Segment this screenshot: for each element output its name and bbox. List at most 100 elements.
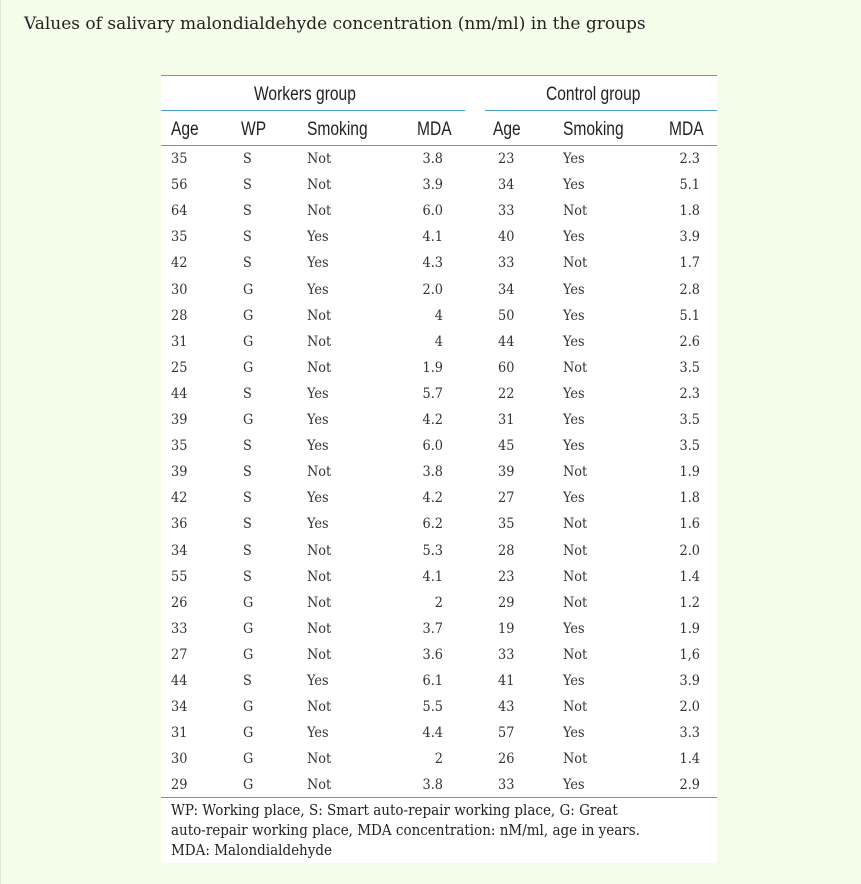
cell-workers-smoking: Yes (307, 490, 329, 507)
cell-workers-age: 42 (171, 255, 188, 272)
cell-workers-smoking: Not (307, 568, 332, 585)
cell-workers-wp: S (243, 385, 252, 402)
cell-workers-smoking: Not (307, 594, 332, 611)
cell-control-smoking: Not (563, 359, 588, 376)
cell-workers-smoking: Not (307, 464, 332, 481)
cell-workers-wp: S (243, 542, 252, 559)
cell-workers-age: 44 (171, 673, 188, 689)
cell-control-mda: 1.2 (679, 594, 700, 611)
control-smoking-header: Smoking (563, 119, 624, 140)
table-row: 35 S Yes 6.0 45 Yes 3.5 (161, 438, 717, 464)
cell-workers-mda: 2 (434, 594, 443, 611)
workers-smoking-header: Smoking (307, 119, 368, 140)
cell-workers-age: 36 (171, 516, 188, 533)
cell-workers-wp: G (243, 594, 254, 611)
cell-workers-wp: G (243, 620, 254, 637)
cell-control-age: 34 (498, 281, 515, 298)
cell-workers-smoking: Not (307, 542, 332, 559)
cell-workers-smoking: Yes (307, 412, 329, 428)
table-row: 26 G Not 2 29 Not 1.2 (161, 595, 717, 621)
bottom-rule (161, 797, 717, 798)
table-row: 34 G Not 5.5 43 Not 2.0 (161, 699, 717, 725)
cell-control-age: 22 (498, 385, 515, 402)
cell-workers-mda: 2.0 (422, 281, 443, 298)
cell-workers-wp: S (243, 568, 252, 585)
cell-workers-mda: 1.9 (422, 359, 443, 376)
cell-workers-mda: 4.1 (422, 568, 443, 585)
cell-workers-smoking: Not (307, 333, 332, 350)
cell-control-age: 28 (498, 542, 515, 559)
cell-control-age: 23 (498, 151, 515, 167)
cell-control-mda: 1.9 (679, 464, 700, 481)
cell-control-smoking: Yes (563, 177, 585, 194)
cell-workers-smoking: Not (307, 307, 332, 324)
cell-workers-smoking: Yes (307, 725, 329, 742)
top-rule (161, 75, 717, 76)
cell-workers-wp: S (243, 229, 252, 246)
cell-workers-wp: G (243, 333, 254, 350)
table-row: 33 G Not 3.7 19 Yes 1.9 (161, 621, 717, 647)
cell-workers-mda: 3.6 (422, 646, 443, 663)
cell-workers-age: 42 (171, 490, 188, 507)
footnote-line-2: auto-repair working place, MDA concentra… (171, 823, 640, 839)
cell-workers-smoking: Not (307, 177, 332, 194)
control-group-rule (485, 110, 717, 111)
cell-workers-wp: S (243, 151, 252, 167)
cell-control-age: 41 (498, 673, 515, 689)
cell-workers-mda: 4 (434, 333, 443, 350)
table-row: 31 G Not 4 44 Yes 2.6 (161, 334, 717, 360)
cell-workers-wp: G (243, 359, 254, 376)
table-row: 42 S Yes 4.3 33 Not 1.7 (161, 255, 717, 281)
workers-group-header: Workers group (254, 84, 356, 105)
cell-control-age: 39 (498, 464, 515, 481)
cell-control-mda: 1.8 (679, 203, 700, 220)
cell-workers-mda: 6.2 (422, 516, 443, 533)
cell-control-mda: 2.9 (679, 777, 700, 794)
cell-workers-wp: G (243, 751, 254, 768)
table-row: 39 S Not 3.8 39 Not 1.9 (161, 464, 717, 490)
table-row: 44 S Yes 5.7 22 Yes 2.3 (161, 386, 717, 412)
cell-control-mda: 3.3 (679, 725, 700, 742)
cell-workers-wp: S (243, 203, 252, 220)
cell-workers-age: 26 (171, 594, 188, 611)
table-row: 36 S Yes 6.2 35 Not 1.6 (161, 516, 717, 542)
cell-workers-age: 30 (171, 751, 188, 768)
cell-control-mda: 2.0 (679, 699, 700, 716)
cell-workers-smoking: Yes (307, 281, 329, 298)
cell-workers-smoking: Not (307, 359, 332, 376)
table-row: 30 G Not 2 26 Not 1.4 (161, 751, 717, 777)
workers-wp-header: WP (241, 119, 267, 140)
table-row: 27 G Not 3.6 33 Not 1,6 (161, 647, 717, 673)
cell-workers-age: 34 (171, 542, 188, 559)
cell-control-smoking: Yes (563, 777, 585, 794)
table-row: 34 S Not 5.3 28 Not 2.0 (161, 543, 717, 569)
cell-workers-wp: G (243, 281, 254, 298)
cell-control-smoking: Not (563, 751, 588, 768)
cell-workers-age: 35 (171, 229, 188, 246)
table-row: 30 G Yes 2.0 34 Yes 2.8 (161, 282, 717, 308)
workers-age-header: Age (171, 119, 199, 140)
control-age-header: Age (493, 119, 521, 140)
table-row: 55 S Not 4.1 23 Not 1.4 (161, 569, 717, 595)
cell-workers-wp: G (243, 699, 254, 716)
table-row: 35 S Yes 4.1 40 Yes 3.9 (161, 229, 717, 255)
cell-workers-wp: S (243, 464, 252, 481)
cell-control-mda: 1.4 (679, 568, 700, 585)
cell-workers-mda: 2 (434, 751, 443, 768)
cell-control-mda: 3.9 (679, 229, 700, 246)
cell-control-mda: 3.5 (679, 438, 700, 455)
cell-workers-mda: 4.4 (422, 725, 443, 742)
cell-workers-smoking: Not (307, 620, 332, 637)
cell-control-smoking: Yes (563, 307, 585, 324)
cell-control-age: 27 (498, 490, 515, 507)
header-rule (161, 145, 717, 146)
cell-control-mda: 2.3 (679, 385, 700, 402)
cell-control-mda: 1.9 (679, 620, 700, 637)
cell-workers-wp: G (243, 307, 254, 324)
cell-control-age: 23 (498, 568, 515, 585)
cell-control-smoking: Yes (563, 151, 585, 167)
cell-workers-wp: S (243, 255, 252, 272)
cell-workers-wp: S (243, 516, 252, 533)
cell-control-smoking: Yes (563, 725, 585, 742)
cell-control-mda: 2.6 (679, 333, 700, 350)
